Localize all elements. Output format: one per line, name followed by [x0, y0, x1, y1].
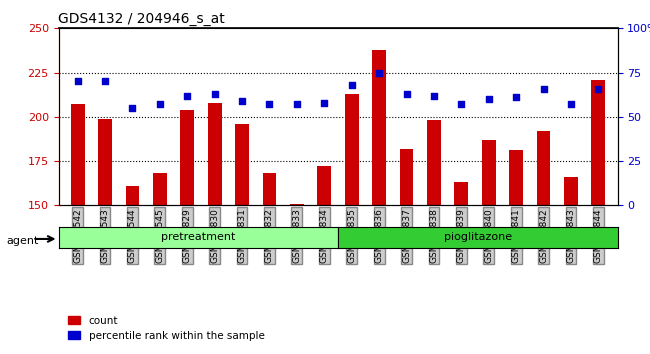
- Bar: [235, 124, 249, 205]
- Point: [155, 102, 165, 107]
- Point: [538, 86, 549, 91]
- Point: [346, 82, 357, 88]
- Text: pioglitazone: pioglitazone: [444, 232, 512, 242]
- Point: [401, 91, 411, 97]
- Bar: [482, 140, 495, 205]
- Bar: [71, 104, 84, 205]
- Bar: [98, 119, 112, 205]
- Bar: [125, 186, 139, 205]
- Point: [566, 102, 576, 107]
- Point: [429, 93, 439, 98]
- Bar: [181, 110, 194, 205]
- Point: [237, 98, 247, 104]
- Bar: [537, 131, 551, 205]
- Point: [127, 105, 138, 111]
- Point: [100, 79, 110, 84]
- Point: [182, 93, 192, 98]
- Point: [209, 91, 220, 97]
- Point: [73, 79, 83, 84]
- Bar: [592, 80, 605, 205]
- Bar: [400, 149, 413, 205]
- Point: [456, 102, 467, 107]
- Bar: [427, 120, 441, 205]
- Bar: [509, 150, 523, 205]
- Point: [484, 96, 494, 102]
- Point: [319, 100, 330, 105]
- Text: agent: agent: [6, 236, 39, 246]
- Bar: [454, 182, 468, 205]
- Text: pretreatment: pretreatment: [161, 232, 235, 242]
- Text: GDS4132 / 204946_s_at: GDS4132 / 204946_s_at: [58, 12, 226, 26]
- Bar: [263, 173, 276, 205]
- Point: [292, 102, 302, 107]
- Legend: count, percentile rank within the sample: count, percentile rank within the sample: [64, 312, 268, 345]
- Bar: [208, 103, 222, 205]
- Point: [265, 102, 275, 107]
- Bar: [153, 173, 167, 205]
- Bar: [372, 50, 386, 205]
- Bar: [317, 166, 331, 205]
- Bar: [564, 177, 578, 205]
- Point: [593, 86, 603, 91]
- Point: [374, 70, 384, 75]
- Bar: [345, 94, 359, 205]
- Point: [511, 95, 521, 100]
- Bar: [290, 204, 304, 205]
